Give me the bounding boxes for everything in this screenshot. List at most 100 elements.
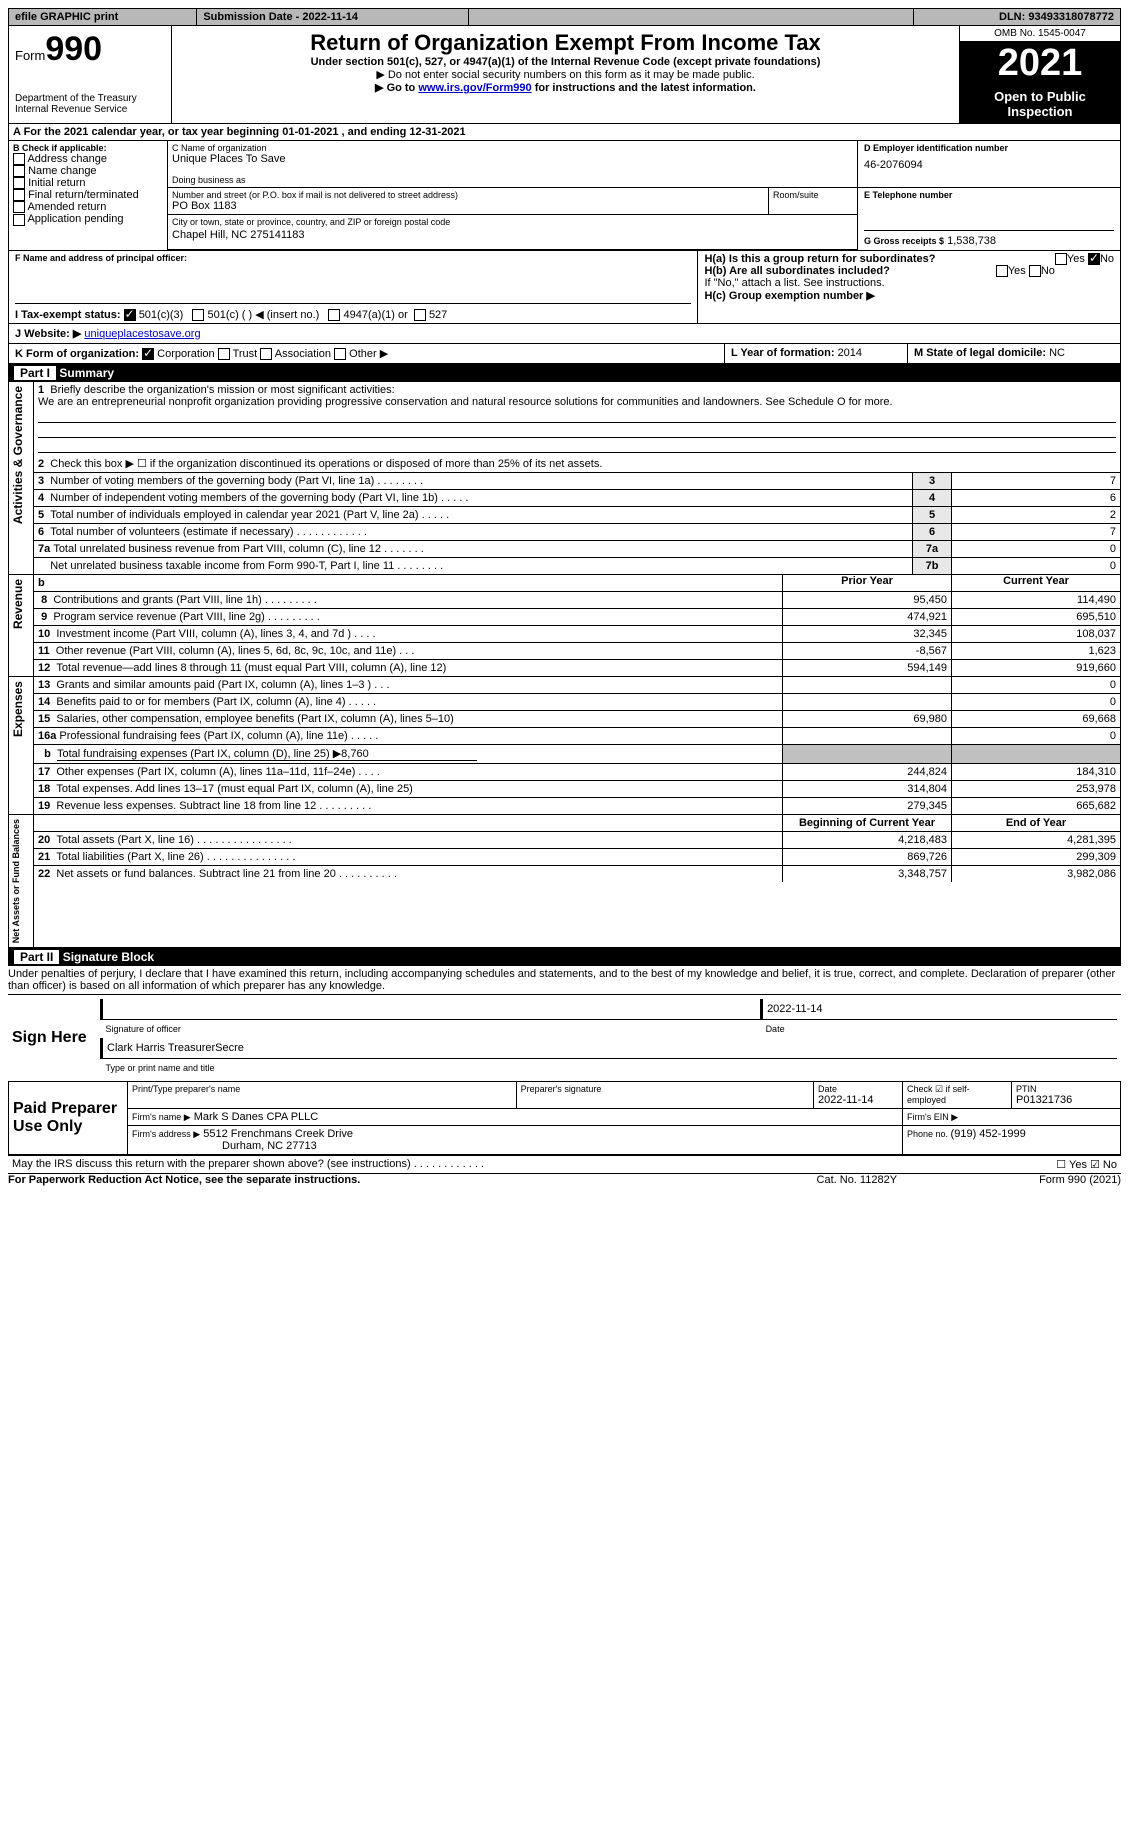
irs-link[interactable]: www.irs.gov/Form990 <box>418 82 531 94</box>
part2-title: Part II <box>14 950 59 964</box>
c-name-label: C Name of organization <box>172 143 853 153</box>
form-word: Form <box>15 48 45 63</box>
exp-r3py <box>783 727 952 744</box>
b-opt-3: Final return/terminated <box>28 189 139 201</box>
r3v: 7 <box>952 472 1121 489</box>
efile-label: efile GRAPHIC print <box>9 9 197 26</box>
tax-year: 2021 <box>960 42 1120 85</box>
na-r2cy: 3,982,086 <box>952 865 1121 882</box>
vside-expenses: Expenses <box>9 677 27 741</box>
rev-r4py: 594,149 <box>783 659 952 676</box>
tax-year-end: 12-31-2021 <box>409 126 465 138</box>
cb-hb-no[interactable] <box>1029 265 1041 277</box>
cb-amended[interactable] <box>13 201 25 213</box>
firm-addr1: 5512 Frenchmans Creek Drive <box>203 1128 353 1140</box>
exp-r5cy: 184,310 <box>952 763 1121 780</box>
exp-r1n: 14 <box>38 696 50 708</box>
exp-r3t: Professional fundraising fees (Part IX, … <box>59 730 347 742</box>
cb-other[interactable] <box>334 348 346 360</box>
i-opt-3: 527 <box>429 309 447 321</box>
f-label: F Name and address of principal officer: <box>15 253 691 263</box>
q1b: We are an entrepreneurial nonprofit orga… <box>38 396 893 408</box>
l-label: L Year of formation: <box>731 347 838 359</box>
j-label: J Website: ▶ <box>15 328 81 340</box>
na-r1n: 21 <box>38 851 50 863</box>
org-name: Unique Places To Save <box>172 153 853 165</box>
addr-label: Number and street (or P.O. box if mail i… <box>172 190 764 200</box>
exp-r5n: 17 <box>38 766 50 778</box>
sig-officer-label: Signature of officer <box>102 1019 762 1038</box>
rev-r4cy: 919,660 <box>952 659 1121 676</box>
firm-addr2: Durham, NC 27713 <box>222 1140 317 1152</box>
r3n: 3 <box>38 475 44 487</box>
cb-app-pending[interactable] <box>13 214 25 226</box>
exp-r6cy: 253,978 <box>952 780 1121 797</box>
summary-table: Activities & Governance 1 Briefly descri… <box>8 382 1121 948</box>
exp-r7cy: 665,682 <box>952 797 1121 814</box>
eoy-hdr: End of Year <box>952 815 1121 832</box>
b-opt-4: Amended return <box>27 201 106 213</box>
i-opt-0: 501(c)(3) <box>139 309 184 321</box>
r6t: Total number of volunteers (estimate if … <box>50 526 293 538</box>
d-label: D Employer identification number <box>864 143 1114 153</box>
na-r2py: 3,348,757 <box>783 865 952 882</box>
part1-sub: Summary <box>59 366 114 380</box>
rev-r2py: 32,345 <box>783 625 952 642</box>
na-r1t: Total liabilities (Part X, line 26) <box>56 851 203 863</box>
cb-trust[interactable] <box>218 348 230 360</box>
state-domicile: NC <box>1049 347 1065 359</box>
cb-ha-yes[interactable] <box>1055 253 1067 265</box>
exp-r6py: 314,804 <box>783 780 952 797</box>
r5t: Total number of individuals employed in … <box>50 509 418 521</box>
cb-501c[interactable] <box>192 309 204 321</box>
cb-527[interactable] <box>414 309 426 321</box>
subdate: 2022-11-14 <box>302 11 358 23</box>
sign-here-block: Sign Here 2022-11-14 Signature of office… <box>8 995 1121 1081</box>
firm-name-label: Firm's name ▶ <box>132 1112 191 1122</box>
gross-receipts: 1,538,738 <box>947 235 996 247</box>
vside-netassets: Net Assets or Fund Balances <box>9 815 23 947</box>
dln: 93493318078772 <box>1028 11 1114 23</box>
exp-r1t: Benefits paid to or for members (Part IX… <box>56 696 345 708</box>
r5box: 5 <box>913 506 952 523</box>
cb-address-change[interactable] <box>13 153 25 165</box>
dln-label: DLN: <box>999 11 1028 23</box>
exp-r1cy: 0 <box>952 693 1121 710</box>
pname-label: Print/Type preparer's name <box>132 1084 512 1094</box>
r7an: 7a <box>38 543 50 555</box>
cb-corp[interactable] <box>142 348 154 360</box>
website-link[interactable]: uniqueplacestosave.org <box>84 328 200 340</box>
rev-r1n: 9 <box>41 611 47 623</box>
cb-hb-yes[interactable] <box>996 265 1008 277</box>
r7bbox: 7b <box>913 557 952 574</box>
cb-4947[interactable] <box>328 309 340 321</box>
r7bv: 0 <box>952 557 1121 574</box>
r3box: 3 <box>913 472 952 489</box>
cb-final-return[interactable] <box>13 189 25 201</box>
exp-r6t: Total expenses. Add lines 13–17 (must eq… <box>56 783 412 795</box>
ha-label: H(a) Is this a group return for subordin… <box>704 253 935 265</box>
q1a: Briefly describe the organization's miss… <box>50 384 394 396</box>
cb-name-change[interactable] <box>13 165 25 177</box>
exp-r0cy: 0 <box>952 677 1121 694</box>
vside-activities: Activities & Governance <box>9 382 27 528</box>
cb-initial-return[interactable] <box>13 177 25 189</box>
firm-name: Mark S Danes CPA PLLC <box>194 1111 319 1123</box>
i-opt-2: 4947(a)(1) or <box>344 309 408 321</box>
cb-ha-no[interactable] <box>1088 253 1100 265</box>
b-opt-2: Initial return <box>28 177 85 189</box>
na-r1py: 869,726 <box>783 848 952 865</box>
b-opt-0: Address change <box>27 153 107 165</box>
form-title: Return of Organization Exempt From Incom… <box>176 30 955 56</box>
na-r2t: Net assets or fund balances. Subtract li… <box>56 868 335 880</box>
h-note: If "No," attach a list. See instructions… <box>704 277 1114 289</box>
part2-header: Part II Signature Block <box>8 948 1121 966</box>
chk-self-emp: Check ☑ if self-employed <box>907 1084 1007 1105</box>
na-r0py: 4,218,483 <box>783 831 952 848</box>
cb-assoc[interactable] <box>260 348 272 360</box>
cb-501c3[interactable] <box>124 309 136 321</box>
r6v: 7 <box>952 523 1121 540</box>
discuss-text: May the IRS discuss this return with the… <box>12 1158 411 1170</box>
k-label: K Form of organization: <box>15 348 139 360</box>
rev-r1t: Program service revenue (Part VIII, line… <box>53 611 265 623</box>
